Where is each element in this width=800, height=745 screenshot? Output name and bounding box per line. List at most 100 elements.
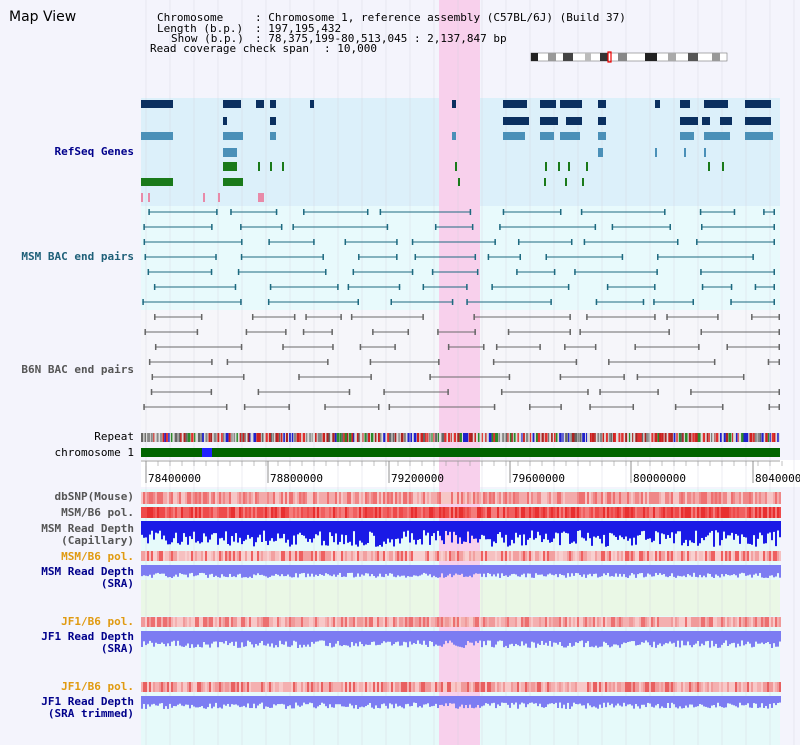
depth-bar <box>611 521 613 534</box>
repeat-element <box>525 433 529 442</box>
depth-bar <box>571 631 573 647</box>
bac-end <box>447 389 449 395</box>
track-label-jf1-b6-pol-2[interactable]: JF1/B6 pol. <box>61 680 134 693</box>
pol-cell <box>765 617 767 627</box>
repeat-element <box>498 433 501 442</box>
track-label-jf1-depth-sra[interactable]: JF1 Read Depth <box>41 630 134 643</box>
depth-bar <box>749 631 751 644</box>
pol-cell <box>763 617 765 627</box>
track-label-b6n-bac[interactable]: B6N BAC end pairs <box>21 363 134 376</box>
depth-bar <box>649 631 651 646</box>
pol-cell <box>707 551 709 561</box>
track-label-msm-bac[interactable]: MSM BAC end pairs <box>21 250 134 263</box>
pol-cell <box>229 507 231 518</box>
pol-cell <box>319 682 321 692</box>
bac-end <box>773 299 775 305</box>
dbsnp-cell <box>523 492 525 504</box>
depth-bar <box>459 565 461 575</box>
depth-bar <box>465 631 467 646</box>
pol-cell <box>525 507 527 518</box>
bac-end <box>288 404 290 410</box>
pol-cell <box>463 551 465 561</box>
pol-cell <box>631 507 633 518</box>
pol-cell <box>231 507 233 518</box>
pol-cell <box>295 507 297 518</box>
pol-cell <box>569 551 571 561</box>
depth-bar <box>421 696 423 708</box>
depth-bar <box>611 696 613 704</box>
repeat-element <box>444 433 447 442</box>
repeat-element <box>597 433 599 442</box>
pol-cell <box>481 682 483 692</box>
bac-end <box>210 269 213 275</box>
track-label-msm-depth-capillary[interactable]: MSM Read Depth <box>41 522 134 535</box>
depth-bar <box>471 631 473 643</box>
bac-end <box>611 224 614 230</box>
pol-cell <box>609 682 611 692</box>
pol-cell <box>223 617 225 627</box>
track-label-msm-b6-pol-1[interactable]: MSM/B6 pol. <box>61 506 134 519</box>
pol-cell <box>491 617 493 627</box>
depth-bar <box>627 631 629 643</box>
repeat-element <box>481 433 483 442</box>
pol-cell <box>551 617 553 627</box>
pol-cell <box>141 617 143 627</box>
depth-bar <box>667 521 669 536</box>
pol-cell <box>629 617 631 627</box>
repeat-element <box>495 433 498 442</box>
pol-cell <box>473 682 475 692</box>
pol-cell <box>251 617 253 627</box>
pol-cell <box>475 507 477 518</box>
track-label-jf1-depth-trimmed[interactable]: JF1 Read Depth <box>41 695 134 708</box>
pol-cell <box>397 617 399 627</box>
depth-bar <box>625 696 627 707</box>
depth-bar <box>643 631 645 643</box>
track-label-refseq[interactable]: RefSeq Genes <box>54 145 134 158</box>
pol-cell <box>189 682 191 692</box>
depth-bar <box>585 696 587 709</box>
dbsnp-cell <box>767 492 769 504</box>
track-label-msm-depth-sra[interactable]: MSM Read Depth <box>41 565 134 578</box>
depth-bar <box>227 521 229 544</box>
pol-cell <box>717 617 719 627</box>
depth-bar <box>603 521 605 535</box>
pol-cell <box>567 551 569 561</box>
depth-bar <box>759 631 761 644</box>
pol-cell <box>601 507 603 518</box>
pol-cell <box>451 507 453 518</box>
track-label-msm-b6-pol-2[interactable]: MSM/B6 pol. <box>61 550 134 563</box>
pol-cell <box>361 551 363 561</box>
bac-end <box>305 314 307 320</box>
track-label-repeat[interactable]: Repeat <box>94 430 134 443</box>
depth-bar <box>191 631 193 645</box>
depth-bar <box>769 696 771 704</box>
depth-bar <box>603 696 605 703</box>
pol-cell <box>443 507 445 518</box>
depth-bar <box>185 696 187 705</box>
pol-cell <box>657 617 659 627</box>
pol-cell <box>255 507 257 518</box>
pol-cell <box>373 551 375 561</box>
depth-bar <box>383 521 385 542</box>
depth-bar <box>719 631 721 648</box>
gene-feature <box>503 117 529 125</box>
pol-cell <box>173 507 175 518</box>
depth-bar <box>493 521 495 542</box>
depth-bar <box>513 565 515 574</box>
pol-cell <box>377 507 379 518</box>
pol-cell <box>533 617 535 627</box>
track-label-jf1-b6-pol-1[interactable]: JF1/B6 pol. <box>61 615 134 628</box>
pol-cell <box>387 617 389 627</box>
track-label-dbsnp[interactable]: dbSNP(Mouse) <box>54 490 134 503</box>
depth-bar <box>265 521 267 541</box>
pol-cell <box>473 507 475 518</box>
pol-cell <box>723 551 725 561</box>
depth-bar <box>751 631 753 648</box>
depth-bar <box>155 631 157 643</box>
depth-bar <box>615 521 617 537</box>
depth-bar <box>269 521 271 541</box>
repeat-element <box>496 433 499 442</box>
track-label-chromosome[interactable]: chromosome 1 <box>54 446 134 459</box>
bac-end <box>491 284 493 290</box>
